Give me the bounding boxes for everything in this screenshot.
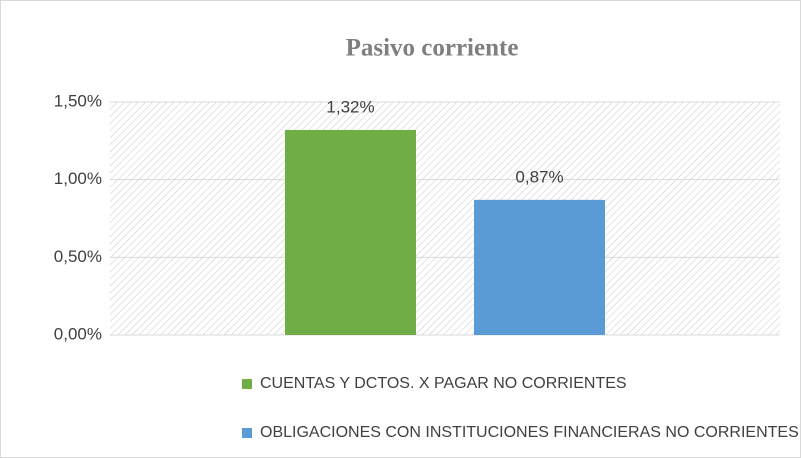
- y-tick-label: 1,00%: [54, 169, 102, 188]
- y-tick-label: 0,00%: [54, 324, 102, 343]
- legend-label: OBLIGACIONES CON INSTITUCIONES FINANCIER…: [260, 424, 799, 441]
- bar: [285, 129, 416, 335]
- bar: [474, 199, 605, 335]
- y-tick-label: 0,50%: [54, 247, 102, 266]
- legend-swatch: [242, 428, 252, 438]
- plot-area: [110, 102, 780, 335]
- legend-label: CUENTAS Y DCTOS. X PAGAR NO CORRIENTES: [260, 375, 627, 392]
- data-label: 0,87%: [515, 167, 563, 186]
- chart-title: Pasivo corriente: [346, 35, 519, 62]
- y-tick-label: 1,50%: [54, 91, 102, 110]
- legend-swatch: [242, 379, 252, 389]
- data-label: 1,32%: [326, 97, 374, 116]
